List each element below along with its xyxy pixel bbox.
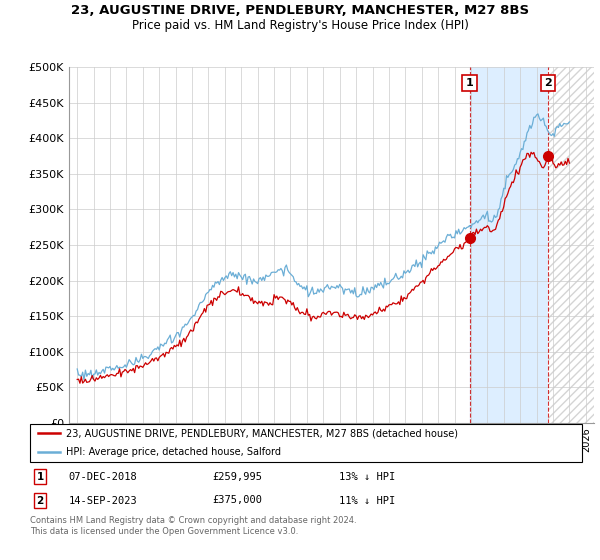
Bar [548,67,594,423]
Bar [470,67,548,423]
Text: 23, AUGUSTINE DRIVE, PENDLEBURY, MANCHESTER, M27 8BS: 23, AUGUSTINE DRIVE, PENDLEBURY, MANCHES… [71,4,529,17]
Text: 07-DEC-2018: 07-DEC-2018 [68,472,137,482]
Text: 14-SEP-2023: 14-SEP-2023 [68,496,137,506]
Text: £259,995: £259,995 [212,472,262,482]
Text: 1: 1 [466,78,473,88]
Text: Price paid vs. HM Land Registry's House Price Index (HPI): Price paid vs. HM Land Registry's House … [131,19,469,32]
Text: HPI: Average price, detached house, Salford: HPI: Average price, detached house, Salf… [66,447,281,458]
Text: 11% ↓ HPI: 11% ↓ HPI [339,496,395,506]
Text: 13% ↓ HPI: 13% ↓ HPI [339,472,395,482]
Text: 23, AUGUSTINE DRIVE, PENDLEBURY, MANCHESTER, M27 8BS (detached house): 23, AUGUSTINE DRIVE, PENDLEBURY, MANCHES… [66,428,458,438]
Bar [548,67,594,423]
Text: Contains HM Land Registry data © Crown copyright and database right 2024.
This d: Contains HM Land Registry data © Crown c… [30,516,356,536]
Text: 2: 2 [37,496,44,506]
FancyBboxPatch shape [30,424,582,462]
Text: £375,000: £375,000 [212,496,262,506]
Text: 2: 2 [544,78,552,88]
Text: 1: 1 [37,472,44,482]
